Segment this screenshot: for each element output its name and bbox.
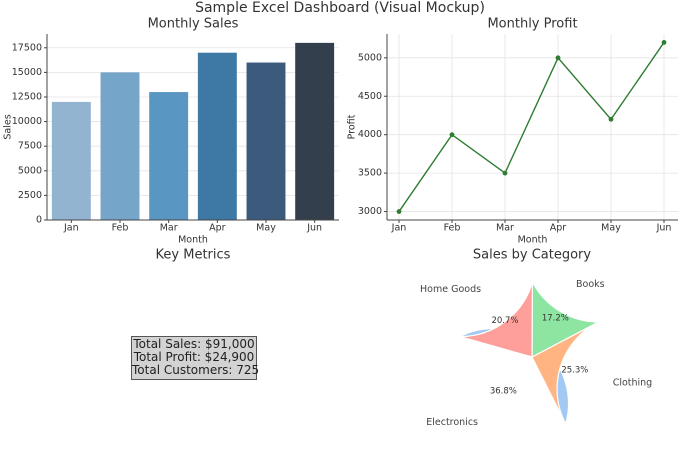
sales-y-tick-label: 12500: [12, 91, 42, 102]
category-pie-percent-label: 17.2%: [542, 314, 569, 324]
key-metrics-title: Key Metrics: [156, 248, 231, 263]
category-pie-label: Books: [576, 279, 605, 290]
category-pie-percent-label: 20.7%: [491, 316, 518, 326]
profit-x-tick-label: Feb: [444, 223, 461, 234]
sales-bar: [51, 101, 91, 220]
sales-bar: [295, 42, 335, 220]
profit-x-tick-label: Mar: [496, 223, 514, 234]
sales-bar: [197, 52, 237, 221]
sales-y-tick-label: 15000: [12, 67, 42, 78]
profit-x-tick-label: May: [601, 223, 621, 234]
sales-bar: [149, 92, 189, 220]
profit-point: [449, 132, 455, 138]
category-chart-title: Sales by Category: [473, 248, 592, 263]
sales-y-tick-label: 17500: [12, 42, 42, 53]
total-sales-metric: Total Sales: $91,000: [133, 337, 255, 351]
profit-x-tick-label: Apr: [550, 223, 567, 234]
profit-x-tick-label: Jan: [391, 223, 407, 234]
category-pie-percent-label: 36.8%: [490, 387, 517, 397]
category-pie-slice: [531, 321, 599, 425]
key-metrics-box: Total Sales: $91,000 Total Profit: $24,9…: [131, 336, 260, 380]
sales-y-tick-label: 7500: [18, 141, 42, 152]
category-pie-slice: [531, 281, 599, 358]
category-pie-percent-label: 25.3%: [561, 366, 588, 376]
sales-y-axis-label: Sales: [3, 114, 14, 139]
profit-x-axis-label: Month: [518, 235, 548, 246]
profit-y-tick-label: 3000: [358, 206, 382, 217]
sales-y-tick-label: 10000: [12, 116, 42, 127]
category-pie-slice: [459, 281, 534, 358]
sales-x-tick-label: Apr: [209, 223, 226, 234]
profit-point: [555, 55, 561, 61]
total-customers-metric: Total Customers: 725: [132, 363, 260, 377]
sales-bar: [246, 62, 286, 220]
profit-chart-title: Monthly Profit: [487, 17, 577, 32]
sales-x-axis-label: Month: [178, 235, 208, 246]
sales-x-tick-label: May: [256, 223, 276, 234]
profit-y-axis-label: Profit: [347, 114, 358, 139]
sales-x-tick-label: Mar: [160, 223, 178, 234]
sales-bar: [100, 72, 140, 220]
total-profit-metric: Total Profit: $24,900: [133, 350, 255, 364]
sales-x-tick-label: Feb: [112, 223, 129, 234]
category-pie-label: Clothing: [613, 377, 653, 388]
profit-y-tick-label: 4000: [358, 129, 382, 140]
profit-point: [502, 170, 508, 176]
sales-x-tick-label: Jan: [63, 223, 79, 234]
profit-point: [661, 40, 667, 45]
category-pie-label: Home Goods: [420, 284, 481, 295]
profit-point: [396, 209, 402, 214]
sales-chart-title: Monthly Sales: [148, 17, 239, 32]
profit-series-line: [398, 42, 665, 212]
sales-y-tick-label: 5000: [18, 165, 42, 176]
profit-y-tick-label: 3500: [358, 168, 382, 179]
profit-y-tick-label: 4500: [358, 91, 382, 102]
sales-y-tick-label: 0: [36, 215, 42, 226]
profit-point: [608, 116, 614, 122]
profit-x-tick-label: Jun: [656, 223, 672, 234]
profit-y-tick-label: 5000: [358, 52, 382, 63]
sales-x-tick-label: Jun: [306, 223, 322, 234]
sales-y-tick-label: 2500: [18, 190, 42, 201]
category-pie-label: Electronics: [426, 417, 478, 428]
dashboard-title: Sample Excel Dashboard (Visual Mockup): [195, 0, 485, 16]
